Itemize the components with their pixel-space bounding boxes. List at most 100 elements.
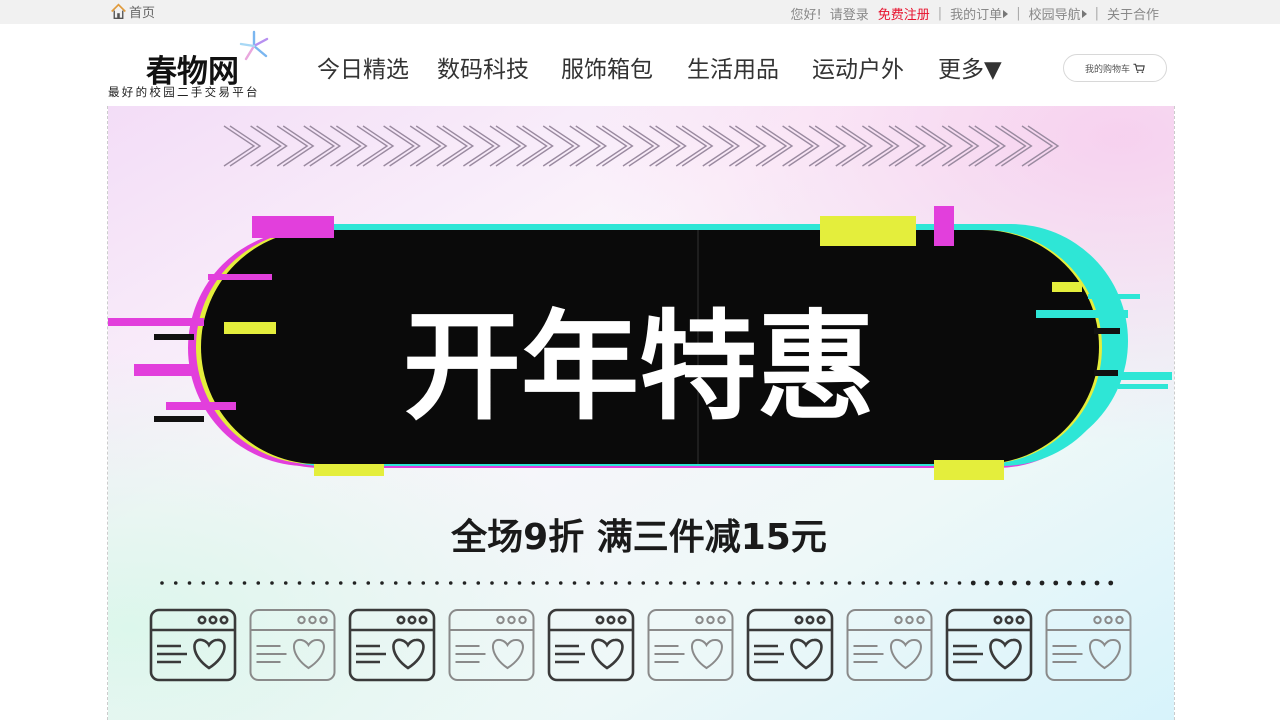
chevron-decoration xyxy=(516,125,554,167)
divider-dot xyxy=(778,581,783,585)
nav-item-today[interactable]: 今日精选 xyxy=(317,57,409,83)
divider-dot xyxy=(393,581,398,585)
divider-dot xyxy=(270,581,274,585)
chevron-decoration xyxy=(755,125,794,167)
divider-dot xyxy=(655,581,659,585)
nav-item-more[interactable]: 更多▼ xyxy=(938,57,1002,83)
divider-dot xyxy=(228,581,233,585)
chevron-decoration xyxy=(383,125,421,167)
divider-dot xyxy=(902,581,907,585)
chevron-decoration xyxy=(356,125,395,167)
divider-dot xyxy=(586,581,591,585)
divider-dot xyxy=(201,581,206,585)
divider-dot xyxy=(558,581,563,585)
chevron-decoration xyxy=(782,125,820,167)
campus-nav-label: 校园导航 xyxy=(1028,8,1081,23)
chevron-decoration xyxy=(702,125,741,167)
pinwheel-icon xyxy=(239,30,269,61)
divider-dot xyxy=(407,581,412,585)
divider-dot xyxy=(984,580,990,586)
chevron-decoration xyxy=(675,125,714,167)
chevron-decoration xyxy=(250,125,288,167)
browser-heart-icon xyxy=(149,608,237,682)
divider-dot xyxy=(448,581,453,585)
divider-dot xyxy=(820,581,824,585)
divider-dot xyxy=(325,581,329,585)
browser-heart-icon xyxy=(945,608,1033,682)
my-orders-link[interactable]: 我的订单 xyxy=(950,4,1009,23)
divider-dot xyxy=(1012,580,1017,586)
logo-subtitle: 最好的校园二手交易平台 xyxy=(108,85,260,99)
divider-dot xyxy=(242,581,247,585)
register-link[interactable]: 免费注册 xyxy=(877,8,930,23)
nav-item-sports[interactable]: 运动户外 xyxy=(812,57,904,83)
chevron-decoration xyxy=(223,125,262,167)
chevron-decoration xyxy=(436,125,475,167)
divider-dot xyxy=(215,581,219,585)
my-orders-label: 我的订单 xyxy=(950,8,1003,23)
divider-dot xyxy=(173,581,178,585)
chevron-decoration xyxy=(835,125,874,167)
chevron-decoration xyxy=(276,125,315,167)
chevron-decoration xyxy=(622,125,661,167)
chevron-decoration xyxy=(1021,125,1060,167)
browser-heart-icon xyxy=(547,608,635,682)
divider-dot xyxy=(970,580,976,586)
home-link[interactable]: 首页 xyxy=(110,2,155,21)
chevron-decoration xyxy=(968,125,1007,167)
chevron-decoration xyxy=(596,125,634,167)
divider-dot xyxy=(833,581,838,585)
divider-dot xyxy=(1025,580,1031,586)
divider-dot xyxy=(435,581,439,585)
home-icon xyxy=(111,3,126,19)
browser-heart-icons xyxy=(149,608,1132,682)
browser-heart-icon xyxy=(1045,609,1132,681)
divider-dot xyxy=(1039,580,1045,586)
divider-dot xyxy=(737,581,742,585)
divider-dot xyxy=(627,581,632,585)
divider-dot xyxy=(421,581,426,585)
browser-heart-icon xyxy=(746,608,834,682)
caret-right-icon xyxy=(1081,10,1087,18)
banner-promo-text: 全场9折 满三件减15元 xyxy=(450,516,827,558)
divider-dot xyxy=(751,581,756,585)
promo-banner[interactable]: 开年特惠 全场9折 满三件减15元 xyxy=(107,106,1175,720)
chevron-decoration xyxy=(888,125,927,167)
top-bar: 首页 您好! 请登录 免费注册 | 我的订单 | 校园导航 | 关于合作 xyxy=(0,0,1280,24)
browser-heart-icon xyxy=(846,609,933,681)
cart-button[interactable]: 我的购物车 xyxy=(1063,54,1167,82)
divider-dot xyxy=(1067,580,1072,586)
divider-dot xyxy=(806,581,811,585)
campus-nav-link[interactable]: 校园导航 xyxy=(1029,4,1087,23)
chevron-decoration xyxy=(915,125,953,167)
dotted-divider xyxy=(160,580,1114,586)
divider-dot xyxy=(1053,580,1059,586)
chevron-decoration xyxy=(649,125,687,167)
divider-dot xyxy=(380,581,384,585)
divider-dot xyxy=(641,581,646,585)
divider-dot xyxy=(1080,580,1086,586)
site-logo[interactable]: 春物网 最好的校园二手交易平台 xyxy=(108,30,298,102)
divider-dot xyxy=(710,581,714,585)
cart-label: 我的购物车 xyxy=(1084,64,1130,75)
divider-dot xyxy=(476,581,481,585)
divider-dot xyxy=(861,581,866,585)
chevron-decoration xyxy=(463,125,501,167)
divider-dot xyxy=(352,581,357,585)
divider-dot xyxy=(888,581,893,585)
nav-item-daily[interactable]: 生活用品 xyxy=(687,57,779,83)
login-link[interactable]: 请登录 xyxy=(829,8,869,23)
divider: | xyxy=(1094,6,1099,21)
about-link[interactable]: 关于合作 xyxy=(1106,8,1159,23)
chevron-decoration xyxy=(808,125,847,167)
chevron-decoration xyxy=(330,125,368,167)
divider-dot xyxy=(187,581,192,585)
chevron-decoration xyxy=(862,125,900,167)
chevron-decoration xyxy=(995,125,1033,167)
greeting-text: 您好! xyxy=(790,8,822,23)
nav-item-clothing[interactable]: 服饰箱包 xyxy=(561,57,653,83)
divider-dot xyxy=(792,581,797,585)
banner-headline: 开年特惠 xyxy=(403,298,875,436)
nav-item-digital[interactable]: 数码科技 xyxy=(437,57,529,83)
divider-dot xyxy=(600,581,604,585)
